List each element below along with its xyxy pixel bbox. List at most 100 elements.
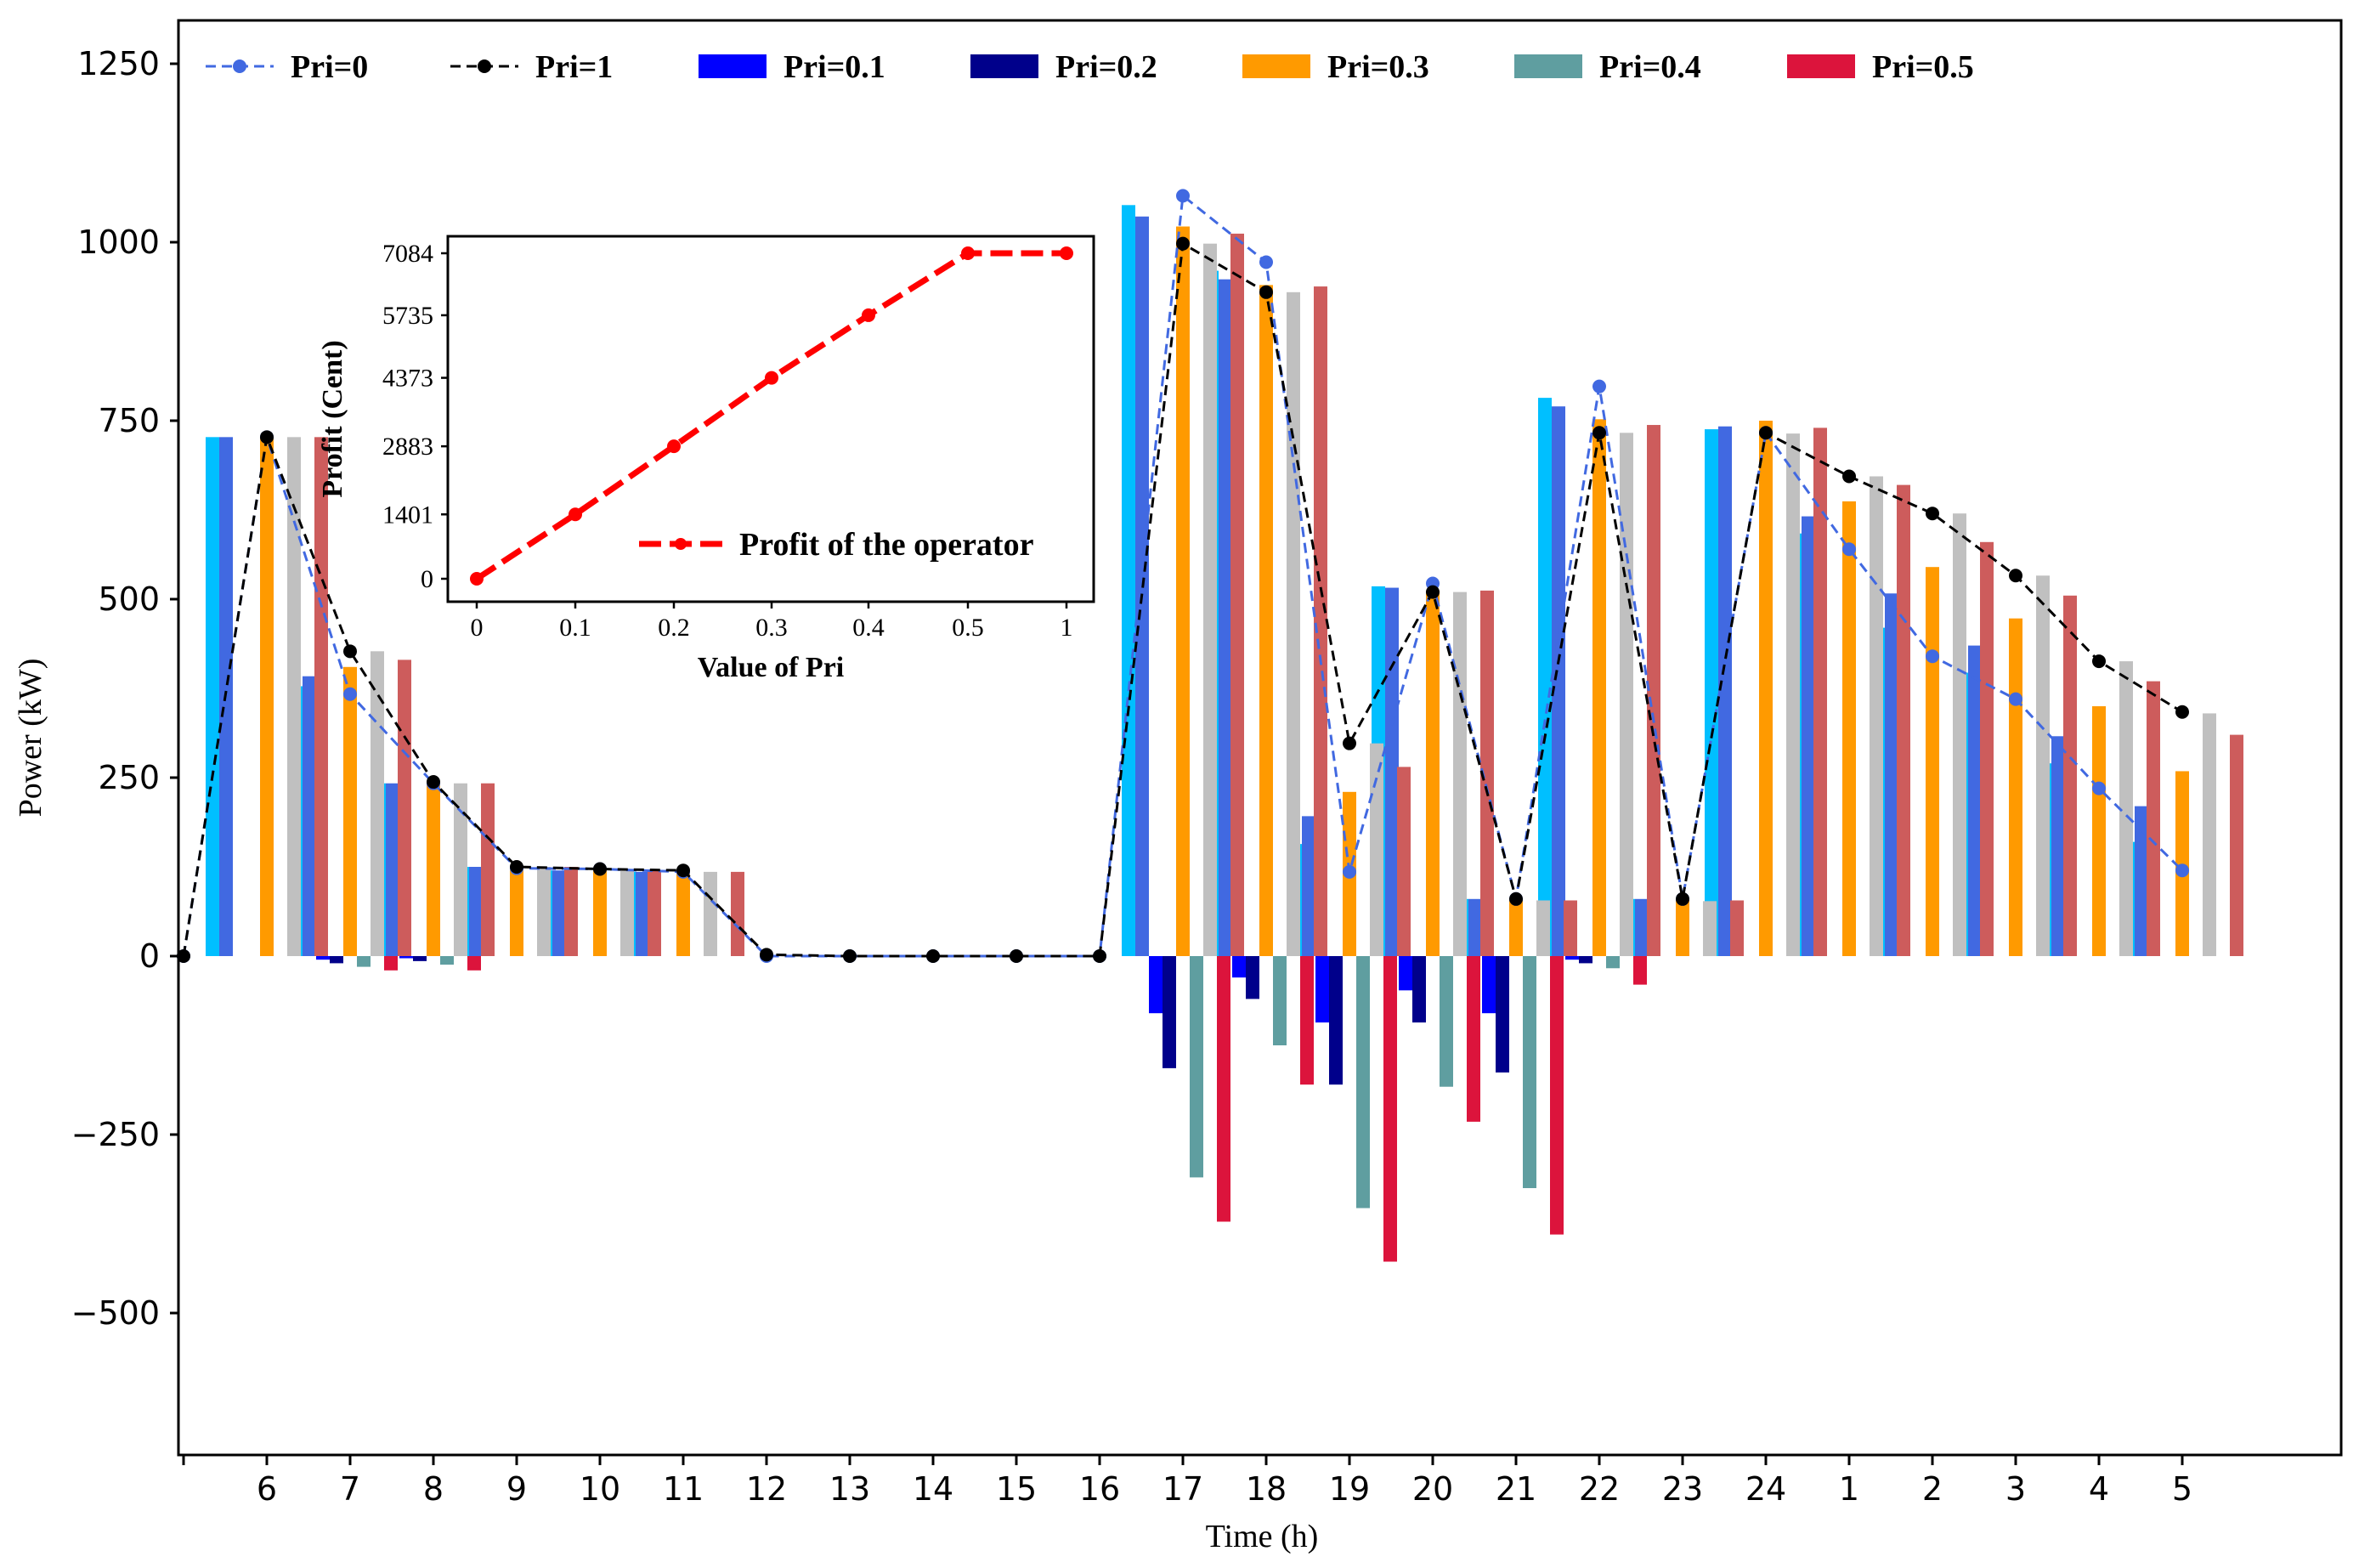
inset-x-tick-label: 0.3 [755, 614, 788, 642]
point-pri-0-23 [2092, 781, 2106, 795]
bar-series-1-t22 [1552, 406, 1565, 956]
bar-series-0-t24 [1705, 429, 1718, 957]
legend-swatch-pri-0-5 [1787, 54, 1855, 78]
bar-pri-0-1-t21 [1482, 956, 1496, 1014]
x-tick-label: 22 [1579, 1470, 1620, 1508]
point-pri-1-14 [1343, 736, 1356, 750]
x-axis-label: Time (h) [1206, 1519, 1319, 1554]
inset-y-tick-label: 2883 [382, 433, 433, 461]
inset-x-axis-label: Value of Pri [698, 652, 845, 683]
inset-point-6 [1060, 246, 1073, 260]
bar-pri-0-1-t20 [1399, 956, 1412, 991]
inset-y-tick-label: 1401 [382, 501, 433, 529]
bar-pri-0-1-t18 [1232, 956, 1246, 978]
legend-label-pri-0-4: Pri=0.4 [1599, 49, 1701, 85]
y-tick-label: −500 [71, 1294, 160, 1332]
bar-series-6-t2 [1953, 513, 1966, 956]
point-pri-0-20 [1842, 542, 1856, 557]
bar-series-8-t8 [481, 783, 495, 956]
x-axis: 6 7 8 9 10 11 12 13 14 15 16 17 18 19 20 21 22 23 24 1 2 3 4 5 [182, 1455, 2192, 1508]
x-tick-label: 4 [2089, 1470, 2109, 1508]
bar-series-1-t10 [552, 870, 566, 956]
bar-series-8-t5 [2230, 734, 2243, 956]
bar-series-0-t6 [206, 437, 219, 956]
inset-y-axis: 0 1401 2883 4373 5735 7084 [382, 240, 448, 593]
bar-pri-0-3-t3 [2009, 618, 2022, 956]
point-pri-1-1 [260, 430, 274, 444]
inset-y-tick-label: 4373 [382, 365, 433, 393]
bar-series-6-t1 [1870, 476, 1883, 956]
bar-pri-0-3-t21 [1509, 898, 1523, 956]
main-axes-frame [177, 19, 2343, 1457]
point-pri-1-22 [2009, 569, 2022, 583]
inset-point-5 [961, 246, 975, 260]
bar-series-1-t19 [1302, 816, 1315, 956]
point-pri-0-21 [1926, 649, 1939, 664]
legend-marker-pri-0 [233, 59, 246, 73]
inset-y-axis-label: Profit (Cent) [317, 340, 348, 497]
point-pri-1-11 [1093, 949, 1106, 963]
bar-pri-0-5-t7 [384, 956, 398, 971]
bar-series-6-t18 [1287, 292, 1300, 956]
x-tick-label: 20 [1412, 1470, 1453, 1508]
bar-pri-0-2-t20 [1412, 956, 1426, 1023]
x-tick-label: 16 [1079, 1470, 1120, 1508]
bar-series-1-t21 [1468, 898, 1482, 956]
bar-series-1-t18 [1219, 279, 1232, 956]
inset-x-tick-label: 0 [471, 614, 484, 642]
inset-x-tick-label: 1 [1061, 614, 1073, 642]
bar-series-8-t7 [398, 659, 411, 956]
bar-series-8-t17 [1230, 233, 1244, 956]
bar-pri-0-2-t19 [1329, 956, 1343, 1085]
bar-pri-0-2-t7 [330, 956, 343, 964]
legend-label-pri-0-2: Pri=0.2 [1055, 49, 1157, 85]
bar-series-1-t20 [1385, 587, 1399, 956]
x-tick-label: 24 [1745, 1470, 1786, 1508]
bar-pri-0-4-t8 [440, 956, 454, 965]
point-pri-0-13 [1259, 255, 1273, 269]
bar-pri-0-3-t7 [343, 666, 357, 956]
bar-series-1-t4 [2051, 736, 2065, 956]
inset-y-tick-label: 5735 [382, 302, 433, 330]
bar-series-6-t20 [1453, 592, 1467, 956]
inset-x-tick-label: 0.2 [658, 614, 690, 642]
inset-axes-frame [446, 235, 1095, 603]
bar-series-1-t24 [1718, 426, 1732, 957]
bar-series-6-t19 [1370, 743, 1383, 956]
y-tick-label: 1250 [77, 45, 160, 82]
inset-legend-marker [675, 538, 687, 550]
bar-series-6-t11 [704, 871, 717, 956]
legend-label-pri-0-3: Pri=0.3 [1327, 49, 1429, 85]
bar-pri-0-5-t21 [1550, 956, 1564, 1235]
bar-layer [206, 205, 2243, 1262]
inset-point-1 [569, 507, 582, 522]
bar-pri-0-5-t17 [1217, 956, 1230, 1222]
bar-series-1-t11 [636, 871, 649, 956]
bar-pri-0-4-t21 [1523, 956, 1536, 1188]
point-pri-1-0 [177, 949, 190, 963]
bar-pri-0-5-t18 [1300, 956, 1314, 1085]
legend-label-pri-0-1: Pri=0.1 [784, 49, 885, 85]
point-pri-0-12 [1176, 189, 1190, 203]
point-pri-1-18 [1676, 892, 1689, 906]
point-pri-1-15 [1426, 585, 1440, 599]
point-pri-1-3 [427, 775, 440, 790]
bar-series-6-t8 [454, 783, 467, 956]
bar-pri-0-4-t22 [1606, 956, 1620, 969]
bar-pri-0-3-t2 [1926, 567, 1939, 956]
bar-series-8-t21 [1564, 900, 1577, 956]
point-pri-1-19 [1759, 426, 1773, 440]
y-axis-label: Power (kW) [13, 659, 48, 818]
inset-point-4 [862, 308, 875, 322]
bar-series-8-t6 [314, 437, 328, 956]
bar-series-1-t5 [2135, 806, 2148, 956]
bar-series-1-t8 [386, 783, 399, 956]
point-pri-1-8 [843, 949, 857, 963]
bar-series-6-t23 [1703, 901, 1717, 956]
bar-pri-0-2-t22 [1579, 956, 1592, 964]
bar-pri-0-2-t8 [413, 956, 427, 961]
x-tick-label: 17 [1163, 1470, 1203, 1508]
x-tick-label: 9 [506, 1470, 527, 1508]
point-pri-1-12 [1176, 236, 1190, 251]
